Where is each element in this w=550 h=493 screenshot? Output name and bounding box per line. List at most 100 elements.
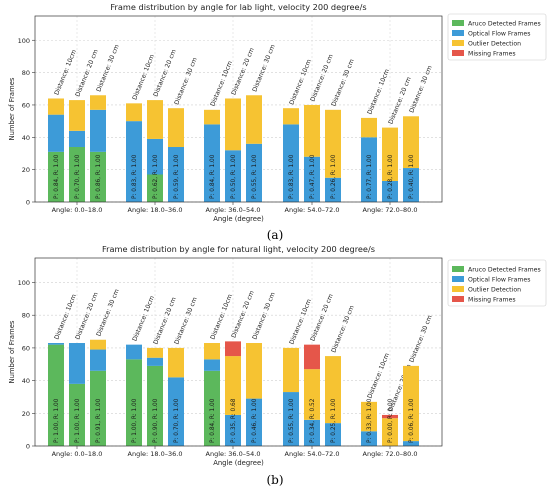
chart0-bar-optical-segment	[168, 147, 184, 202]
chart0-bar-optical-segment	[325, 177, 341, 202]
chart1-legend-swatch	[452, 296, 464, 302]
chart1-distance-label: Distance: 10cm	[209, 293, 234, 341]
chart0-bar-optical-segment	[90, 109, 106, 152]
chart0-precision-recall-label: P: 0.55, R: 1.00	[252, 154, 258, 199]
chart1-distance-label: Distance: 30 cm	[173, 296, 198, 345]
chart0-plot-frame	[34, 15, 443, 203]
chart1-precision-recall-label: P: 0.70, R: 1.00	[174, 398, 180, 443]
chart0-bar-aruco-segment	[69, 147, 85, 202]
chart1-y-axis-label: Number of Frames	[8, 320, 16, 383]
caption-b: (b)	[266, 473, 284, 487]
chart1-bar-optical-segment	[361, 431, 377, 446]
chart0-legend-swatch	[452, 40, 464, 46]
chart1-distance-label: Distance: 10cm	[53, 293, 78, 341]
chart1-bar-aruco-segment	[204, 370, 220, 446]
chart0-title: Frame distribution by angle for lab ligh…	[110, 2, 366, 12]
chart0-bar-optical-segment	[147, 138, 163, 175]
chart1-bar-aruco-segment	[90, 370, 106, 446]
chart0-bar-outlier-segment	[403, 116, 419, 169]
chart1-precision-recall-label: P: 1.00, R: 1.00	[132, 398, 138, 443]
chart1-bar-outlier-segment	[246, 343, 262, 399]
chart1-precision-recall-label: P: 0.25, R: 1.00	[331, 398, 337, 443]
chart0-bar-optical-segment	[382, 180, 398, 202]
chart0-bar-optical-segment	[69, 130, 85, 148]
chart1-bar-aruco-segment	[69, 383, 85, 446]
chart0-bar-optical-segment	[246, 143, 262, 202]
chart0-bar-outlier-segment	[325, 109, 341, 178]
chart0-x-tick-label: Angle: 72.0–80.0	[363, 206, 418, 214]
chart1-x-axis-label: Angle (degree)	[213, 459, 264, 467]
chart1-bar-aruco-segment	[126, 359, 142, 446]
chart1-distance-label: Distance: 20 cm	[309, 293, 334, 342]
chart0-bar-optical-segment	[204, 124, 220, 202]
chart1-bar-outlier-segment	[382, 418, 398, 446]
chart0-bar-outlier-segment	[204, 109, 220, 125]
chart0-distance-label: Distance: 30 cm	[330, 58, 355, 107]
caption-a: (a)	[266, 228, 284, 242]
chart1-precision-recall-label: P: 1.00, R: 1.00	[54, 398, 60, 443]
chart1-plot-frame	[34, 257, 443, 447]
chart1-precision-recall-label: P: 0.33, R: 1.00	[367, 398, 373, 443]
chart0-distance-label: Distance: 10cm	[366, 68, 391, 116]
chart0-bar-optical-segment	[126, 121, 142, 202]
chart0-y-tick-label: 0	[26, 199, 30, 207]
chart1-bar-missing-segment	[382, 414, 398, 419]
chart1-title: Frame distribution by angle for natural …	[102, 244, 375, 254]
chart1-bar-outlier-segment	[147, 347, 163, 358]
chart1-bar-optical-segment	[90, 349, 106, 371]
chart0-precision-recall-label: P: 0.83, R: 1.00	[289, 154, 295, 199]
chart1-bar-aruco-segment	[147, 365, 163, 446]
chart1-bar-outlier-segment	[204, 343, 220, 360]
chart1-precision-recall-label: P: 0.84, R: 1.00	[210, 398, 216, 443]
chart1-bar-optical-segment	[246, 398, 262, 446]
chart0-precision-recall-label: P: 0.77, R: 1.00	[367, 154, 373, 199]
chart0-precision-recall-label: P: 0.84, R: 1.00	[54, 154, 60, 199]
chart0-legend-label: Missing Frames	[468, 51, 516, 58]
chart1-y-tick-label: 100	[18, 279, 30, 287]
chart1-precision-recall-label: P: 0.34, R: 0.52	[310, 398, 316, 443]
chart0-x-axis-label: Angle (degree)	[213, 215, 264, 223]
chart0-x-tick-label: Angle: 36.0–54.0	[206, 206, 261, 214]
chart0-bar-optical-segment	[403, 168, 419, 202]
chart1-bar-optical-segment	[304, 419, 320, 446]
chart1-y-tick-label: 0	[26, 443, 30, 451]
chart0-distance-label: Distance: 10cm	[53, 49, 78, 97]
chart1-bar-optical-segment	[225, 414, 241, 446]
chart0-precision-recall-label: P: 0.62, R: 1.00	[153, 154, 159, 199]
chart1-legend-swatch	[452, 266, 464, 272]
chart1-y-tick-label: 40	[22, 377, 30, 385]
chart1-bar-outlier-segment	[225, 356, 241, 415]
chart1-y-tick-label: 60	[22, 344, 30, 352]
chart1-legend-label: Aruco Detected Frames	[468, 267, 541, 274]
chart1-bar-optical-segment	[325, 423, 341, 446]
chart1-bar-outlier-segment	[168, 347, 184, 378]
chart1-bar-outlier-segment	[361, 401, 377, 432]
chart0-precision-recall-label: P: 0.86, R: 1.00	[96, 154, 102, 199]
chart0-legend-swatch	[452, 20, 464, 26]
chart0-bar-aruco-segment	[147, 174, 163, 202]
chart1-bar-aruco-segment	[48, 344, 64, 446]
chart1-legend-label: Optical Flow Frames	[468, 277, 530, 284]
chart1-precision-recall-label: P: 0.90, R: 1.00	[153, 398, 159, 443]
chart1-bar-optical-segment	[283, 392, 299, 446]
chart1-distance-label: Distance: 30 cm	[251, 291, 276, 340]
chart0-y-tick-label: 80	[22, 69, 30, 77]
chart1-precision-recall-label: P: 0.35, R: 0.68	[231, 398, 237, 443]
chart1-bar-outlier-segment	[304, 369, 320, 420]
chart1-x-tick-label: Angle: 18.0–36.0	[128, 450, 183, 458]
chart0-precision-recall-label: P: 0.28, R: 1.00	[388, 154, 394, 199]
chart0-legend-label: Outlier Detection	[468, 41, 521, 48]
chart1-legend-label: Missing Frames	[468, 297, 516, 304]
chart1-bar-optical-segment	[168, 377, 184, 446]
chart1-precision-recall-label: P: 0.55, R: 1.00	[289, 398, 295, 443]
chart0-legend-swatch	[452, 50, 464, 56]
chart0-distance-label: Distance: 30 cm	[251, 44, 276, 93]
chart1-precision-recall-label: P: 0.00, R: 0.00	[388, 398, 394, 443]
chart0-y-axis-label: Number of Frames	[8, 77, 16, 140]
chart1-x-tick-label: Angle: 0.0–18.0	[52, 450, 103, 458]
chart0-bar-optical-segment	[304, 156, 320, 202]
chart1-legend-swatch	[452, 276, 464, 282]
chart0-distance-label: Distance: 20 cm	[309, 53, 334, 102]
chart0-bar-outlier-segment	[168, 108, 184, 148]
